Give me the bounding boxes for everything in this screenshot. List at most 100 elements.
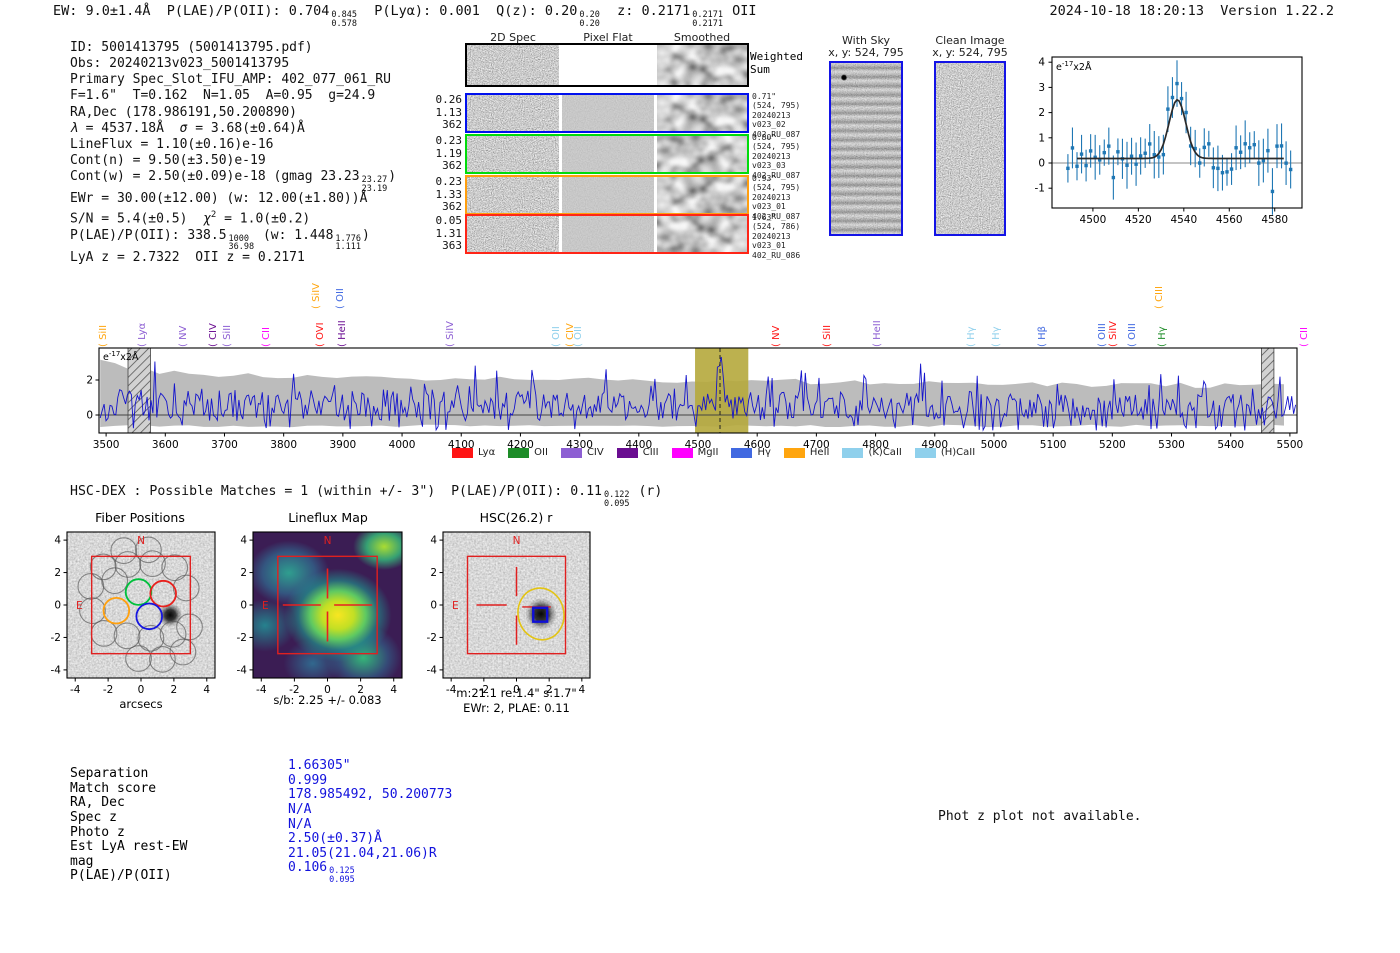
text-segment: 2.50(±0.37)Å: [288, 831, 382, 847]
emission-line-label: ( SiIV: [311, 283, 323, 309]
weighted-sum-label: Weighted Sum: [750, 50, 803, 76]
cutout-cell: [467, 45, 559, 85]
svg-text:-1: -1: [1035, 183, 1045, 195]
text-segment: F=1.6" T=0.162 N=1.05 A=0.95 g=24.9: [70, 88, 376, 104]
match-table-row: Separation 1.66305": [70, 758, 452, 781]
legend-item: CIV: [560, 447, 604, 458]
match-row-value: 21.05(21.04,21.06)R: [288, 846, 437, 861]
lineflux-map-title: Lineflux Map: [288, 510, 368, 525]
svg-text:4700: 4700: [803, 439, 830, 451]
svg-text:4: 4: [1038, 57, 1045, 69]
match-row-value: 0.106 0.125 0.095: [288, 860, 356, 884]
svg-text:2: 2: [430, 567, 437, 579]
legend-swatch: [560, 447, 582, 458]
match-row-value: 178.985492, 50.200773: [288, 787, 452, 802]
legend-item: (H)CaII: [914, 447, 975, 458]
legend-label: CIV: [586, 447, 604, 458]
compass-east: E: [76, 600, 83, 612]
match-row-label: Est LyA rest-EW: [70, 839, 188, 855]
text-segment: Primary Spec_Slot_IFU_AMP: 402_077_061_R…: [70, 72, 391, 88]
info-line: LyA z = 2.7322 OII z = 0.2171: [70, 250, 396, 266]
clean-image-cutout: [934, 61, 1006, 236]
text-segment: 1.66305": [288, 758, 351, 773]
svg-text:-4: -4: [51, 664, 62, 676]
compass-north: N: [137, 535, 145, 547]
text-segment: Obs: 20240213v023_5001413795: [70, 56, 290, 72]
svg-text:5300: 5300: [1158, 439, 1185, 451]
cutout-cell: [657, 177, 747, 213]
greek-symbol: χ: [203, 211, 211, 227]
text-segment: 178.985492, 50.200773: [288, 787, 453, 803]
emission-line-label: ( CIII: [1154, 286, 1166, 309]
text-segment: ): [388, 169, 397, 185]
header-timestamp-version: 2024-10-18 18:20:13 Version 1.22.2: [1049, 3, 1334, 19]
svg-text:-2: -2: [51, 632, 61, 644]
svg-text:5200: 5200: [1099, 439, 1126, 451]
selected-fiber-circle: [124, 578, 153, 606]
col-title-pixel-flat: Pixel Flat: [583, 31, 633, 44]
sub-value: 0.578: [331, 18, 357, 29]
svg-text:3900: 3900: [329, 439, 356, 451]
cutout-cell: [467, 95, 559, 131]
cutout-cell: [657, 216, 747, 252]
match-table-row: RA, Dec 178.985492, 50.200773: [70, 787, 452, 811]
fiber-row-meta: 0.71" (524, 795) 20240213 v023_02 402_RU_087: [752, 92, 801, 139]
text-segment: ): [362, 227, 370, 243]
match-row-label: RA, Dec: [70, 795, 125, 811]
info-line: λ = 4537.18Å σ = 3.68(±0.64)Å: [70, 121, 396, 137]
match-row-label: P(LAE)/P(OII): [70, 868, 172, 884]
text-segment: LineFlux = 1.10(±0.16)e-16: [70, 136, 274, 152]
sup-sub-stack: 0.125 0.095: [329, 867, 355, 884]
sub-value: 0.20: [579, 18, 600, 29]
svg-text:-2: -2: [289, 684, 299, 696]
catalog-match-table: Separation1.66305" Match score0.999 RA, De…: [70, 758, 452, 884]
svg-text:3800: 3800: [270, 439, 297, 451]
info-line: ID: 5001413795 (5001413795.pdf): [70, 40, 396, 56]
greek-symbol: λ: [70, 120, 78, 136]
sup-value: 1.776: [335, 233, 362, 244]
legend-item: (K)CaII: [842, 447, 902, 458]
sub-value: 0.095: [329, 874, 355, 885]
sub-value: 0.2171: [692, 18, 723, 29]
svg-text:2: 2: [86, 375, 93, 387]
legend-label: MgII: [697, 447, 719, 458]
cutout-cell: [467, 216, 559, 252]
svg-text:4: 4: [578, 684, 585, 696]
match-row-label: Photo z: [70, 824, 125, 840]
sup-value: 23.27: [361, 175, 388, 186]
match-table-row: P(LAE)/P(OII) 0.106 0.125 0.095: [70, 860, 452, 884]
svg-text:0: 0: [430, 600, 437, 612]
svg-text:5100: 5100: [1040, 439, 1067, 451]
svg-text:-4: -4: [446, 684, 457, 696]
col-title-2d-spec: 2D Spec: [490, 31, 536, 44]
fit-plot-svg: 4500 4520 4540 4560 4580 -1 0 1 2 3 4 e-17x2Å: [1035, 56, 1303, 226]
fiber-cutout-row: [465, 93, 749, 133]
text-segment: = 1.0(±0.2): [216, 211, 311, 227]
text-segment: N/A: [288, 801, 312, 817]
sub-value: 36.98: [228, 242, 255, 253]
text-segment: EW: 9.0±1.4Å P(LAE)/P(OII): 0.704: [53, 3, 330, 19]
with-sky-image: [831, 63, 901, 234]
fiber-row-meta: 0.80" (524, 795) 20240213 v023_03 402_RU_087: [752, 133, 801, 180]
emission-line-label: ( OII: [334, 288, 346, 309]
svg-text:2: 2: [240, 567, 247, 579]
text-segment: (r): [630, 484, 663, 499]
legend-item: HeII: [783, 447, 830, 458]
sup-value: 1000: [228, 233, 250, 244]
lineflux-xlabel: s/b: 2.25 +/- 0.083: [273, 693, 381, 707]
svg-text:0: 0: [240, 600, 247, 612]
legend-label: Lyα: [478, 447, 496, 458]
info-line: LineFlux = 1.10(±0.16)e-16: [70, 137, 396, 153]
legend-label: HeII: [809, 447, 830, 458]
sup-sub-stack: 1000 36.98: [229, 235, 255, 252]
fiber-row-weights: 0.23 1.19 362: [435, 134, 463, 173]
fiber-cutout-row: [465, 214, 749, 254]
svg-text:2: 2: [171, 684, 178, 696]
svg-text:5500: 5500: [1277, 439, 1304, 451]
fiber-cutout-row: [465, 175, 749, 215]
legend-swatch: [914, 447, 936, 458]
svg-text:-2: -2: [479, 684, 489, 696]
